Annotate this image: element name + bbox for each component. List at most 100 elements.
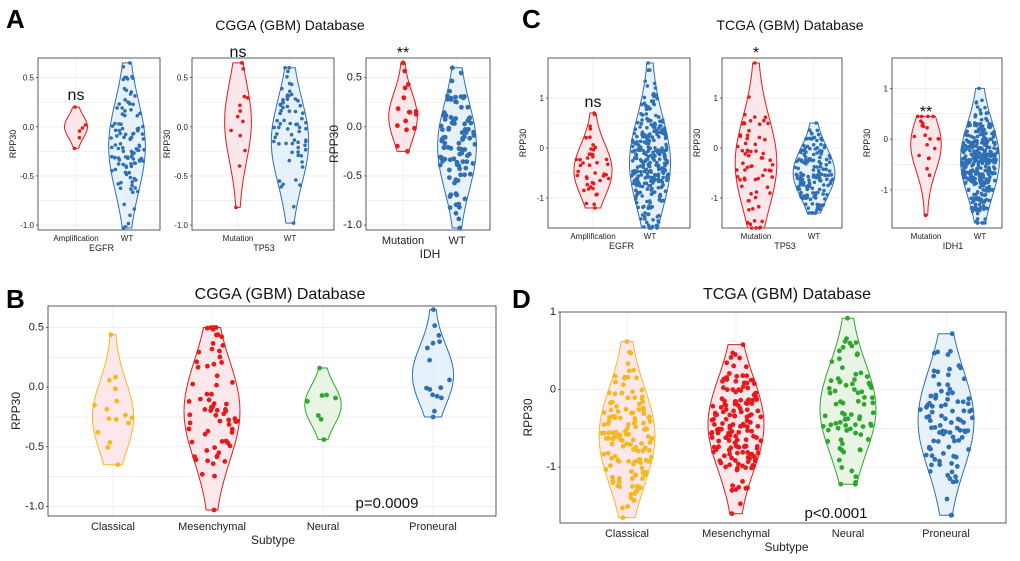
data-point (303, 143, 307, 147)
data-point (945, 382, 951, 388)
data-point (761, 151, 765, 156)
data-point (402, 85, 408, 91)
data-point (214, 408, 220, 413)
plot-frame (547, 57, 691, 229)
data-point (855, 398, 861, 404)
data-point (123, 132, 128, 137)
y-tick-label: 0.5 (23, 74, 35, 83)
data-point (806, 174, 810, 179)
data-point (121, 162, 125, 167)
y-tick-label: 0 (540, 144, 545, 153)
chart-a2: -1.0 -0.5 0.0 0.5 RPP30 Mutation WT TP53 ns (162, 44, 335, 253)
data-point (461, 95, 466, 101)
data-point (807, 178, 811, 182)
data-point (798, 176, 803, 180)
data-point (819, 142, 823, 147)
data-point (287, 94, 291, 98)
data-point (626, 458, 631, 464)
data-point (212, 473, 217, 479)
data-point (762, 118, 766, 123)
data-point (639, 121, 644, 126)
data-point (72, 146, 77, 151)
data-point (640, 399, 646, 405)
data-point (133, 94, 137, 98)
data-point (135, 113, 140, 118)
data-point (633, 127, 638, 131)
data-point (593, 171, 597, 175)
data-point (931, 114, 935, 119)
data-point (304, 126, 308, 131)
data-point (463, 165, 469, 171)
data-point (638, 148, 643, 152)
data-point (980, 175, 985, 180)
data-point (606, 176, 611, 181)
data-point (840, 441, 845, 447)
violin-neural (304, 367, 342, 441)
data-point (829, 173, 834, 177)
data-point (645, 171, 650, 176)
data-point (722, 398, 727, 404)
data-point (438, 154, 443, 160)
data-point (453, 99, 458, 105)
data-point (968, 148, 972, 153)
data-point (795, 173, 799, 178)
data-point (279, 185, 284, 189)
data-point (116, 182, 120, 186)
data-point (735, 403, 741, 408)
data-point (721, 385, 726, 391)
data-point (206, 397, 212, 403)
data-point (445, 96, 450, 102)
data-point (819, 172, 824, 177)
y-tick-label: 1 (714, 94, 719, 103)
data-point (641, 420, 646, 426)
data-point (970, 164, 974, 168)
data-point (753, 195, 758, 200)
data-point (983, 148, 988, 153)
data-point (601, 410, 607, 415)
data-point (653, 86, 658, 90)
data-point (947, 430, 953, 435)
data-point (853, 480, 858, 485)
data-point (978, 159, 983, 164)
data-point (621, 375, 627, 381)
data-point (724, 360, 730, 366)
data-point (927, 469, 933, 474)
data-point (979, 191, 984, 196)
data-point (929, 409, 935, 415)
data-point (646, 61, 650, 65)
data-point (709, 431, 714, 436)
data-point (300, 165, 305, 169)
data-point (646, 415, 651, 420)
data-point (656, 179, 661, 184)
data-point (966, 124, 970, 128)
data-point (665, 176, 669, 181)
data-point (833, 421, 839, 426)
data-point (656, 151, 660, 155)
data-point (973, 202, 978, 206)
data-point (821, 183, 826, 187)
data-point (646, 206, 650, 211)
data-point (290, 150, 294, 155)
data-point (601, 451, 607, 457)
data-point (650, 156, 655, 160)
data-point (644, 141, 649, 146)
data-point (460, 159, 466, 165)
data-point (315, 413, 321, 418)
y-axis-label: RPP30 (8, 130, 18, 159)
data-point (612, 415, 618, 421)
data-point (589, 147, 593, 151)
data-point (989, 159, 993, 163)
data-point (129, 415, 135, 421)
data-point (607, 415, 612, 420)
x-axis-label: EGFR (89, 243, 115, 253)
data-point (646, 105, 651, 109)
data-point (132, 161, 137, 165)
data-point (631, 367, 636, 373)
data-point (296, 140, 300, 145)
data-point (214, 373, 220, 379)
data-point (609, 441, 615, 447)
data-point (453, 116, 459, 121)
data-point (970, 179, 974, 184)
data-point (289, 132, 294, 137)
data-point (975, 105, 980, 109)
